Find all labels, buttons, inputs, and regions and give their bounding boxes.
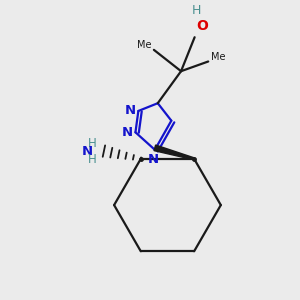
Text: H: H [88,153,97,166]
Text: N: N [147,153,158,166]
Text: H: H [88,137,97,150]
Polygon shape [154,145,194,160]
Text: N: N [125,104,136,118]
Text: Me: Me [137,40,152,50]
Text: N: N [82,145,93,158]
Text: N: N [122,126,133,139]
Text: O: O [196,19,208,33]
Text: H: H [192,4,201,16]
Text: Me: Me [211,52,225,61]
